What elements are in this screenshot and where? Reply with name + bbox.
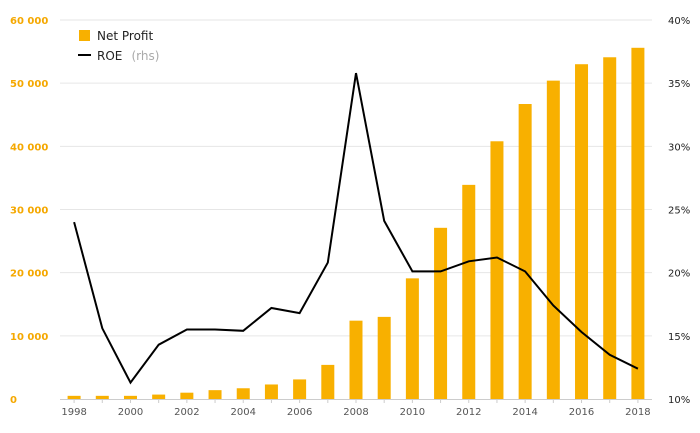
right-tick-label: 35% — [668, 79, 690, 90]
net-profit-bars — [67, 47, 645, 400]
legend-label-net-profit: Net Profit — [97, 29, 153, 43]
x-tick-label: 2000 — [118, 407, 143, 418]
bar-net-profit-2013 — [490, 141, 504, 399]
bar-net-profit-2008 — [349, 320, 363, 399]
legend-label-roe-name: ROE — [97, 49, 122, 63]
x-tick-label: 2014 — [512, 407, 537, 418]
grid-lines — [60, 19, 652, 337]
x-tick-label: 2016 — [569, 407, 594, 418]
bar-net-profit-2016 — [575, 64, 589, 399]
left-tick-label: 60 000 — [10, 16, 48, 27]
x-tick-label: 2008 — [343, 407, 368, 418]
bar-net-profit-2010 — [405, 278, 419, 399]
left-tick-label: 40 000 — [10, 142, 48, 153]
bar-net-profit-2015 — [546, 80, 560, 399]
bar-net-profit-2006 — [293, 379, 307, 399]
legend: Net Profit ROE (rhs) — [78, 29, 159, 64]
x-tick-label: 2018 — [625, 407, 650, 418]
bar-net-profit-2014 — [518, 104, 532, 400]
bar-net-profit-2012 — [462, 184, 476, 399]
bar-net-profit-2003 — [208, 390, 222, 399]
bar-net-profit-2002 — [180, 392, 194, 399]
legend-swatch-net-profit — [79, 30, 90, 41]
right-tick-label: 10% — [668, 395, 690, 406]
left-tick-label: 30 000 — [10, 206, 48, 217]
left-tick-label: 20 000 — [10, 269, 48, 280]
left-tick-label: 0 — [10, 395, 17, 406]
bar-net-profit-1999 — [95, 395, 109, 399]
left-tick-label: 10 000 — [10, 332, 48, 343]
bar-net-profit-2005 — [264, 384, 278, 399]
legend-label-roe: ROE (rhs) — [97, 45, 159, 64]
right-tick-label: 40% — [668, 16, 690, 27]
right-tick-label: 20% — [668, 269, 690, 280]
bar-net-profit-2001 — [152, 394, 166, 399]
x-tick-label: 1998 — [61, 407, 86, 418]
bar-net-profit-2007 — [321, 364, 335, 399]
x-axis: 1998 2000 2002 2004 2006 2008 2010 2012 2014 2016… — [60, 399, 652, 418]
left-tick-label: 50 000 — [10, 79, 48, 90]
x-tick-label: 2006 — [287, 407, 312, 418]
bar-net-profit-2009 — [377, 316, 391, 399]
x-tick-label: 2002 — [174, 407, 199, 418]
x-tick-label: 2010 — [400, 407, 425, 418]
roe-line — [73, 72, 639, 385]
bar-net-profit-2017 — [603, 57, 617, 399]
right-tick-label: 15% — [668, 332, 690, 343]
bar-net-profit-2018 — [631, 47, 645, 399]
right-tick-label: 30% — [668, 142, 690, 153]
legend-label-roe-suffix: (rhs) — [131, 49, 159, 63]
right-tick-label: 25% — [668, 206, 690, 217]
x-tick-label: 2012 — [456, 407, 481, 418]
bar-net-profit-2000 — [123, 395, 137, 399]
bar-net-profit-1998 — [67, 395, 81, 399]
bar-net-profit-2004 — [236, 388, 250, 399]
right-axis-ticks: 10% 15% 20% 25% 30% 35% 40% — [668, 16, 690, 406]
x-tick-label: 2004 — [231, 407, 256, 418]
left-axis-ticks: 0 10 000 20 000 30 000 40 000 50 000 60 000 — [10, 16, 48, 406]
bar-net-profit-2011 — [434, 227, 448, 399]
